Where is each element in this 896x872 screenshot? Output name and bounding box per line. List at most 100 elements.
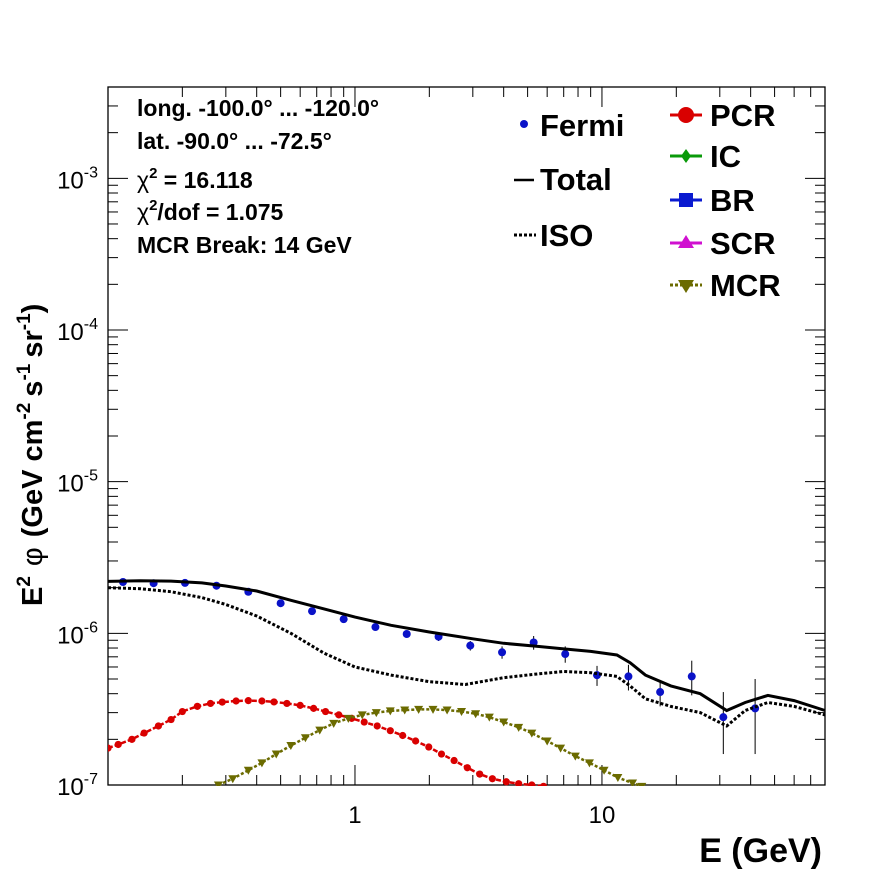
x-axis-label: E (GeV) <box>699 832 822 870</box>
pcr-marker <box>425 743 433 751</box>
info-chi2-dof: χ2/dof = 1.075 <box>137 197 284 225</box>
pcr-marker <box>270 698 278 706</box>
y-tick-label: 10-6 <box>57 619 98 649</box>
legend-scr-marker <box>678 235 694 248</box>
series-layer <box>108 577 826 786</box>
fermi-point <box>339 615 348 624</box>
mcr-marker <box>228 775 238 784</box>
legend-iso-label: ISO <box>540 218 593 253</box>
legend-ic-marker <box>681 149 691 163</box>
mcr-marker <box>584 759 594 768</box>
legend-br-label: BR <box>710 183 755 218</box>
legend-br-marker <box>679 193 693 207</box>
pcr-marker <box>335 711 343 719</box>
series-iso <box>108 586 826 728</box>
pcr-marker <box>114 740 122 749</box>
pcr-marker <box>296 701 304 709</box>
pcr-marker <box>232 697 240 705</box>
y-tick-label: 10-3 <box>57 164 98 194</box>
pcr-marker <box>450 756 458 765</box>
mcr-marker <box>414 705 424 714</box>
pcr-marker <box>488 775 496 783</box>
y-axis-label: E2φ(GeV cm-2s-1sr-1) <box>14 304 49 606</box>
mcr-marker <box>613 774 623 783</box>
pcr-marker <box>515 780 523 786</box>
mcr-marker <box>357 711 367 720</box>
y-tick-label: 10-7 <box>57 771 98 801</box>
fermi-point <box>466 641 475 650</box>
total-line <box>108 579 826 713</box>
info-longitude: long. -100.0° ... -120.0° <box>137 95 379 121</box>
pcr-marker <box>258 697 266 705</box>
legend-scr-label: SCR <box>710 226 775 261</box>
pcr-marker <box>528 781 536 786</box>
series-pcr <box>108 697 548 786</box>
mcr-marker <box>556 744 566 753</box>
legend-right: PCR IC BR SCR MCR <box>670 98 781 303</box>
mcr-marker <box>271 750 281 759</box>
legend-mcr-marker <box>678 280 694 293</box>
iso-line <box>108 586 826 728</box>
info-chi2: χ2 = 16.118 <box>137 165 253 193</box>
mcr-marker <box>343 714 353 723</box>
legend-fermi-marker <box>520 120 528 128</box>
mcr-marker <box>286 742 296 751</box>
fermi-point <box>276 599 285 608</box>
legend-fermi-label: Fermi <box>540 108 624 143</box>
mcr-marker <box>484 713 494 722</box>
pcr-marker <box>178 707 186 716</box>
pcr-marker <box>502 778 510 786</box>
mcr-marker <box>514 723 524 732</box>
legend-ic-label: IC <box>710 139 741 174</box>
mcr-marker <box>542 737 552 746</box>
y-axis-ticks: 10-7 10-6 10-5 10-4 10-3 <box>57 86 825 801</box>
mcr-marker <box>371 709 381 718</box>
pcr-marker <box>283 699 291 708</box>
mcr-marker <box>329 719 339 728</box>
mcr-marker <box>213 781 223 786</box>
fermi-point <box>687 672 696 681</box>
legend-mcr-label: MCR <box>710 268 781 303</box>
mcr-marker <box>442 706 452 715</box>
pcr-marker <box>321 707 330 716</box>
y-tick-label: 10-4 <box>57 316 98 346</box>
pcr-marker <box>140 729 148 737</box>
mcr-marker <box>243 766 253 775</box>
mcr-marker <box>628 779 638 786</box>
pcr-marker <box>373 722 381 730</box>
mcr-marker <box>499 718 509 727</box>
info-mcr-break: MCR Break: 14 GeV <box>137 232 352 258</box>
mcr-marker <box>428 705 438 714</box>
pcr-marker <box>360 718 368 726</box>
mcr-marker <box>599 766 609 775</box>
pcr-marker <box>539 782 548 786</box>
y-tick-label: 10-5 <box>57 468 98 498</box>
x-axis-ticks: 1 10 <box>107 87 826 829</box>
series-mcr <box>213 705 647 786</box>
pcr-marker <box>128 735 136 743</box>
x-tick-label: 10 <box>589 802 616 829</box>
fermi-point <box>656 688 665 697</box>
fermi-point <box>498 648 507 657</box>
series-fermi <box>118 577 760 755</box>
fermi-point <box>308 607 317 616</box>
x-tick-label: 1 <box>348 802 361 829</box>
pcr-marker <box>437 750 446 758</box>
fermi-point <box>371 623 380 632</box>
pcr-marker <box>218 698 226 706</box>
mcr-marker <box>457 708 467 717</box>
pcr-marker <box>206 699 215 708</box>
mcr-marker <box>471 710 481 719</box>
mcr-marker <box>570 752 580 761</box>
pcr-marker <box>193 702 201 710</box>
pcr-marker <box>244 697 252 705</box>
fermi-point <box>719 713 728 722</box>
pcr-marker <box>154 722 163 730</box>
pcr-marker <box>108 744 112 752</box>
mcr-marker <box>257 759 267 768</box>
pcr-marker <box>167 715 175 724</box>
svg-text:E2φ(GeV cm-2s-1sr-1): E2φ(GeV cm-2s-1sr-1) <box>14 304 49 606</box>
mcr-marker <box>315 726 325 735</box>
pcr-marker <box>463 764 471 772</box>
